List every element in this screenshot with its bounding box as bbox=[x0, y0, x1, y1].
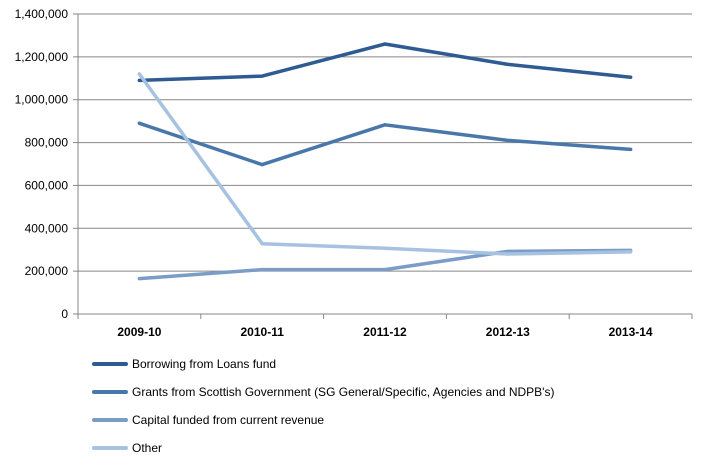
data-point bbox=[383, 42, 387, 46]
series-line-1 bbox=[137, 42, 633, 83]
data-point bbox=[260, 74, 264, 78]
y-tick-label: 200,000 bbox=[25, 264, 69, 278]
data-point bbox=[506, 252, 510, 256]
data-point bbox=[629, 75, 633, 79]
y-tick-label: 1,400,000 bbox=[15, 7, 69, 21]
data-point bbox=[383, 246, 387, 250]
axes: 0 200,000 400,000 600,000 800,000 1,000,000 1,… bbox=[15, 7, 693, 339]
data-point bbox=[260, 163, 264, 167]
legend-label: Borrowing from Loans fund bbox=[132, 357, 276, 371]
data-point bbox=[137, 78, 141, 83]
data-point bbox=[629, 147, 633, 152]
series-line-2 bbox=[137, 121, 633, 167]
y-tick-label: 400,000 bbox=[25, 221, 69, 235]
data-point bbox=[260, 242, 264, 246]
y-tick-label: 1,000,000 bbox=[15, 93, 69, 107]
data-point bbox=[383, 123, 387, 127]
data-point bbox=[137, 277, 141, 281]
grid bbox=[78, 13, 692, 272]
x-tick-label: 2013-14 bbox=[609, 325, 653, 339]
x-tick-label: 2010-11 bbox=[241, 325, 285, 339]
x-tick-label: 2012-13 bbox=[486, 325, 530, 339]
x-tick-label: 2011-12 bbox=[363, 325, 407, 339]
legend: Borrowing from Loans fund Grants from Sco… bbox=[92, 357, 554, 455]
series-lines bbox=[137, 42, 633, 281]
legend-label: Capital funded from current revenue bbox=[132, 413, 324, 427]
y-tick-label: 600,000 bbox=[25, 178, 69, 192]
data-point bbox=[260, 268, 264, 272]
x-tick-label: 2009-10 bbox=[117, 325, 161, 339]
data-point bbox=[137, 121, 141, 125]
data-point bbox=[383, 268, 387, 272]
legend-label: Grants from Scottish Government (SG Gene… bbox=[132, 385, 554, 399]
legend-label: Other bbox=[132, 441, 162, 455]
data-point bbox=[629, 250, 633, 254]
data-point bbox=[506, 138, 510, 143]
y-tick-label: 1,200,000 bbox=[15, 50, 69, 64]
data-point bbox=[506, 62, 510, 66]
series-line-4 bbox=[137, 72, 633, 256]
y-tick-label: 800,000 bbox=[25, 136, 69, 150]
y-tick-label: 0 bbox=[61, 307, 68, 321]
data-point bbox=[137, 72, 141, 76]
